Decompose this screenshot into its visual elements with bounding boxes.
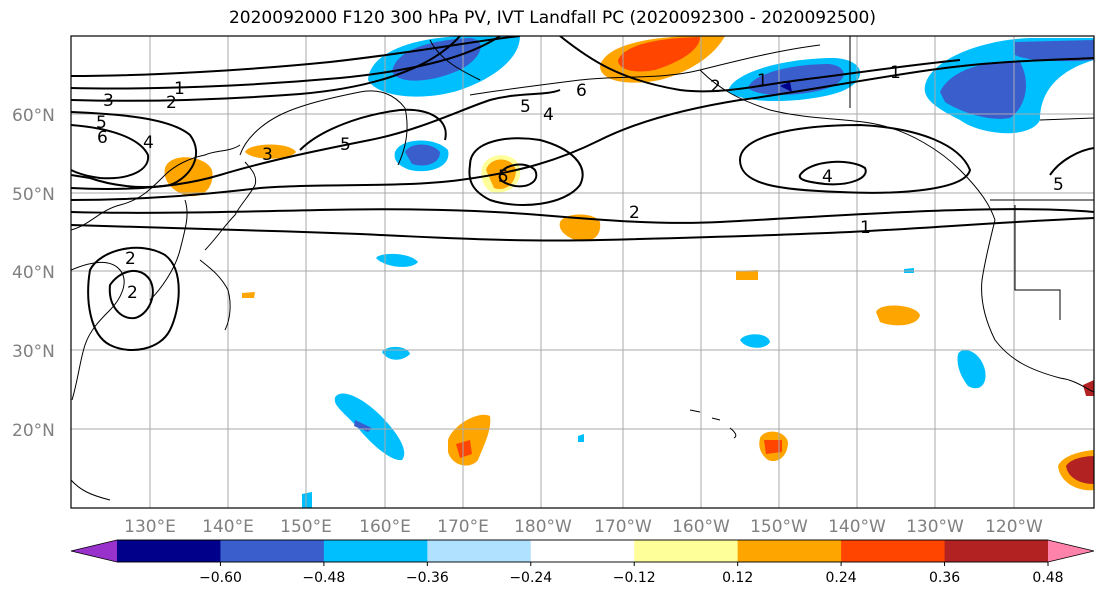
- contour-label: 1: [757, 71, 768, 91]
- positive-anomaly-patch: [1083, 380, 1094, 396]
- longitude-labels: 130°E 140°E 150°E 160°E 170°E 180°W 170°…: [124, 517, 1043, 537]
- colorbar-bin: [737, 540, 842, 562]
- positive-anomaly-patch: [736, 270, 758, 280]
- contour-label: 5: [498, 167, 509, 187]
- negative-anomaly-patch: [405, 144, 440, 166]
- contour-label: 1: [174, 79, 185, 99]
- colorbar-tick-label: 0.12: [722, 570, 753, 586]
- positive-anomaly-patch: [1066, 456, 1094, 484]
- colorbar-bin: [530, 540, 635, 562]
- contour-label: 2: [710, 77, 721, 97]
- contour-label: 5: [96, 113, 107, 133]
- colorbar-tick-label: −0.36: [406, 570, 449, 586]
- negative-anomaly-patch: [376, 253, 418, 267]
- map-frame: [70, 35, 1095, 509]
- contour-label: 2: [127, 283, 138, 303]
- lon-label: 170°E: [437, 517, 489, 537]
- negative-anomaly-patch: [382, 346, 410, 360]
- lon-label: 180°W: [514, 517, 572, 537]
- colorbar-bin: [220, 540, 325, 562]
- lon-label: 150°W: [750, 517, 808, 537]
- colorbar-extend-high: [1048, 540, 1094, 562]
- positive-anomaly-patch: [456, 440, 472, 458]
- colorbar-bin: [841, 540, 946, 562]
- contour-label: 3: [103, 91, 114, 111]
- lon-label: 120°W: [985, 517, 1043, 537]
- colorbar-tick-label: 0.36: [929, 570, 960, 586]
- negative-anomaly-patch: [940, 61, 1026, 119]
- contour-label: 5: [340, 135, 351, 155]
- contour-label: 1: [860, 218, 871, 238]
- contour-label: 1: [890, 63, 901, 83]
- contour-label: 4: [143, 133, 154, 153]
- contour-label: 6: [97, 128, 108, 148]
- colorbar-tick-label: −0.60: [199, 570, 242, 586]
- colorbar-tick-label: 0.48: [1032, 570, 1063, 586]
- negative-anomaly-patch: [578, 434, 584, 442]
- colorbar-bin: [634, 540, 739, 562]
- lon-label: 130°W: [906, 517, 964, 537]
- positive-anomaly-patch: [876, 305, 920, 326]
- contour-label: 2: [629, 203, 640, 223]
- lon-label: 140°E: [202, 517, 254, 537]
- negative-anomaly-patch: [1015, 40, 1094, 62]
- lon-label: 130°E: [124, 517, 176, 537]
- colorbar-bin: [323, 540, 428, 562]
- contour-labels: 1 2 3 5 6 4 5 4 6 2 1 4 2 1 2 1 3 5 5 5 …: [96, 63, 1064, 303]
- contour-label: 2: [125, 249, 136, 269]
- lat-label: 30°N: [12, 342, 55, 362]
- contour-label: 3: [262, 145, 273, 165]
- contour-label: 2: [166, 93, 177, 113]
- contour-label: 6: [576, 81, 587, 101]
- negative-anomaly-patch: [780, 82, 792, 92]
- negative-anomaly-patch: [740, 334, 770, 348]
- colorbar-bin: [427, 540, 532, 562]
- lat-label: 60°N: [12, 106, 55, 126]
- negative-anomaly-patch: [957, 350, 986, 389]
- colorbar-extend-low: [71, 540, 117, 562]
- lon-label: 160°W: [672, 517, 730, 537]
- gridlines: [71, 36, 1094, 508]
- negative-anomaly-patch: [334, 393, 405, 461]
- colorbar: −0.60 −0.48 −0.36 −0.24 −0.12 0.12 0.24 0.36 0.4…: [70, 539, 1095, 586]
- map-title: 2020092000 F120 300 hPa PV, IVT Landfall…: [228, 8, 876, 28]
- contour-label: 5: [1053, 175, 1064, 195]
- lon-label: 140°W: [828, 517, 886, 537]
- anomaly-fill-layer: [164, 36, 1094, 508]
- latitude-labels: 60°N 50°N 40°N 30°N 20°N: [12, 106, 55, 441]
- negative-anomaly-patch: [302, 492, 312, 508]
- positive-anomaly-patch: [245, 144, 296, 159]
- pv-contours: [71, 36, 1094, 351]
- lat-label: 50°N: [12, 185, 55, 205]
- lon-label: 170°W: [594, 517, 652, 537]
- contour-label: 4: [822, 167, 833, 187]
- contour-label: 5: [520, 97, 531, 117]
- positive-anomaly-patch: [618, 37, 700, 72]
- coastlines: [71, 36, 1094, 501]
- lon-label: 150°E: [280, 517, 332, 537]
- colorbar-tick-label: −0.24: [509, 570, 552, 586]
- lat-label: 20°N: [12, 421, 55, 441]
- colorbar-tick-label: −0.12: [613, 570, 656, 586]
- lon-label: 160°E: [359, 517, 411, 537]
- negative-anomaly-patch: [392, 38, 481, 81]
- contour-label: 4: [543, 105, 554, 125]
- colorbar-bin: [117, 540, 221, 562]
- colorbar-bin: [944, 540, 1049, 562]
- colorbar-tick-label: −0.48: [302, 570, 345, 586]
- positive-anomaly-patch: [242, 292, 255, 298]
- positive-anomaly-patch: [448, 414, 491, 466]
- positive-anomaly-patch: [559, 214, 601, 242]
- lat-label: 40°N: [12, 263, 55, 283]
- colorbar-tick-label: 0.24: [826, 570, 857, 586]
- positive-anomaly-patch: [764, 440, 782, 454]
- positive-anomaly-patch: [164, 157, 213, 197]
